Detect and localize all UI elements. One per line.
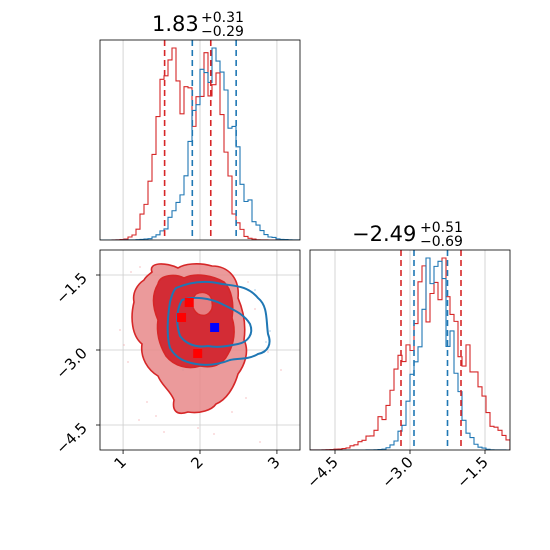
contour-markers: [177, 298, 220, 358]
contour-y-tick-label: −4.5: [52, 419, 90, 457]
contour-body: [119, 263, 282, 443]
red-contour-notch: [191, 291, 213, 316]
hist-y-title-minus: −0.69: [420, 234, 463, 250]
hist-y-panel: −2.49 +0.51 −0.69 −4.5 −3.0 −1.5: [303, 220, 511, 492]
contour-marker: [210, 323, 220, 332]
hist-x-title-minus: −0.29: [201, 24, 244, 40]
contour-y-tick-label: −1.5: [52, 269, 90, 307]
contour-x-ticks: 1 2 3: [110, 450, 284, 473]
contour-x-tick-label: 3: [264, 453, 283, 472]
hist-x-frame: [99, 39, 301, 241]
hist-x-panel: 1.83 +0.31 −0.29: [99, 10, 301, 241]
hist-x-series: [100, 47, 300, 240]
contour-y-tick-label: −3.0: [52, 344, 90, 382]
hist-y-quantile-lines: [400, 250, 462, 450]
hist-y-x-ticks: −4.5 −3.0 −1.5: [303, 450, 492, 492]
hist-y-tick-label: −1.5: [453, 453, 491, 491]
hist-x-series-1-step: [100, 47, 300, 240]
contour-panel: 1 2 3 −1.5 −3.0 −4.5: [52, 249, 301, 473]
hist-y-title: −2.49 +0.51 −0.69: [352, 220, 463, 250]
contour-marker: [177, 313, 187, 322]
contour-y-ticks: −1.5 −3.0 −4.5: [52, 269, 100, 458]
blue-contour-inner: [176, 296, 253, 348]
hist-x-quantile-lines: [163, 40, 237, 240]
hist-y-title-plus: +0.51: [420, 220, 463, 236]
hist-y-tick-label: −3.0: [378, 453, 416, 491]
hist-y-tick-label: −4.5: [303, 453, 341, 491]
hist-y-series-0-step: [310, 257, 510, 450]
blue-contour-outer: [166, 280, 271, 366]
contour-x-tick-label: 2: [187, 453, 206, 472]
contour-x-tick-label: 1: [110, 453, 129, 472]
red-contour-inner: [152, 274, 235, 369]
hist-x-title-value: 1.83: [152, 12, 199, 36]
hist-x-title-plus: +0.31: [201, 10, 244, 26]
contour-marker: [193, 349, 203, 358]
contour-marker: [184, 298, 194, 307]
hist-x-title: 1.83 +0.31 −0.29: [152, 10, 244, 40]
hist-y-title-value: −2.49: [352, 222, 416, 246]
hist-x-series-0-step: [100, 47, 300, 240]
red-scatter-points: [119, 266, 282, 443]
